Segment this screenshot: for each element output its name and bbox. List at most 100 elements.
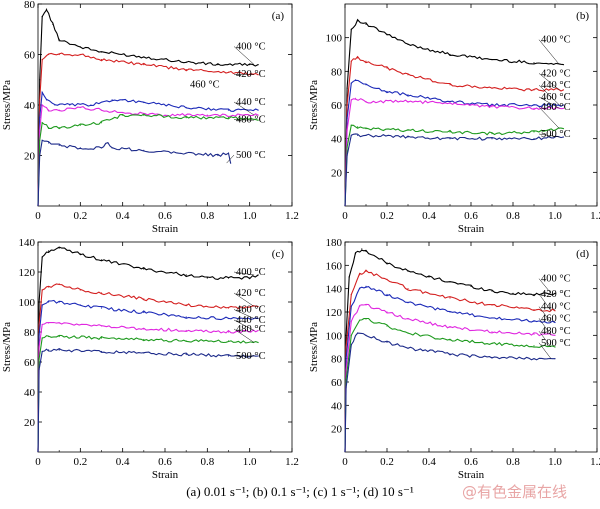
- data-point: [79, 46, 81, 48]
- data-point: [185, 106, 187, 109]
- series-line-480: [344, 317, 556, 453]
- data-point: [257, 119, 259, 121]
- y-tick-label: 180: [326, 237, 343, 249]
- data-point: [257, 317, 259, 320]
- data-point: [407, 129, 409, 131]
- y-tick-label: 100: [326, 330, 343, 342]
- data-point: [449, 339, 451, 341]
- x-tick-label: 0.2: [380, 210, 394, 222]
- data-point: [365, 304, 367, 306]
- data-point: [249, 64, 251, 66]
- x-tick-label: 0.2: [73, 456, 87, 468]
- data-point: [354, 79, 357, 81]
- x-tick-label: 0.6: [464, 456, 478, 468]
- data-point: [345, 379, 347, 381]
- data-point: [227, 152, 230, 154]
- data-point: [58, 349, 60, 351]
- x-tick-label: 1.0: [548, 456, 562, 468]
- data-point: [111, 147, 113, 149]
- data-point: [407, 302, 409, 304]
- label-leader: [538, 306, 552, 323]
- data-point: [38, 323, 40, 326]
- data-point: [257, 74, 259, 76]
- data-point: [143, 114, 145, 116]
- data-point: [346, 129, 348, 131]
- x-tick-label: 0.6: [464, 210, 478, 222]
- panel-label: (c): [272, 248, 285, 260]
- panel-c: 0 0.2 0.4 0.6 0.8 1.0 1.2 20 40 60 80 100 120 140 Stra…: [1, 237, 299, 480]
- data-point: [346, 117, 348, 120]
- data-point: [79, 147, 81, 149]
- data-point: [350, 124, 352, 126]
- watermark: @有色金属在线: [462, 483, 568, 501]
- data-point: [41, 256, 43, 258]
- data-point: [491, 356, 493, 359]
- series-label-420: 420 °C: [236, 69, 266, 80]
- data-point: [365, 250, 367, 252]
- data-point: [79, 106, 81, 109]
- x-tick-label: 1.2: [590, 456, 600, 468]
- y-tick-label: 160: [326, 260, 343, 272]
- data-point: [257, 341, 259, 344]
- x-tick-label: 1.0: [243, 456, 257, 468]
- data-point: [58, 301, 60, 303]
- data-point: [533, 320, 535, 322]
- data-point: [386, 341, 388, 343]
- data-point: [554, 310, 556, 312]
- label-leader: [538, 73, 560, 91]
- data-point: [58, 247, 60, 249]
- data-point: [39, 139, 41, 141]
- series-label-480: 480 °C: [541, 102, 571, 113]
- data-point: [449, 326, 451, 328]
- series-line-420: [37, 283, 259, 453]
- data-point: [45, 99, 48, 101]
- data-point: [348, 276, 350, 278]
- data-point: [345, 334, 347, 336]
- data-point: [533, 345, 535, 347]
- data-point: [554, 334, 556, 336]
- series-line-400: [344, 249, 556, 453]
- y-tick-label: 140: [19, 237, 36, 249]
- data-point: [41, 104, 43, 106]
- y-tick-label: 80: [331, 66, 343, 78]
- series-line-420: [344, 269, 556, 453]
- y-tick-label: 140: [326, 284, 343, 296]
- data-point: [449, 101, 451, 103]
- data-point: [350, 82, 352, 84]
- data-point: [491, 342, 493, 345]
- data-point: [533, 358, 535, 360]
- label-leader: [538, 96, 560, 109]
- data-point: [79, 289, 81, 291]
- data-point: [143, 298, 145, 300]
- x-tick-label: 0.6: [158, 210, 172, 222]
- data-point: [562, 104, 565, 106]
- data-point: [185, 304, 187, 306]
- data-point: [143, 311, 145, 314]
- data-point: [48, 335, 50, 338]
- data-point: [48, 322, 50, 324]
- data-point: [386, 90, 388, 93]
- x-tick-label: 0.8: [200, 456, 214, 468]
- data-point: [58, 322, 60, 324]
- data-point: [257, 109, 259, 111]
- data-point: [533, 62, 535, 64]
- data-point: [533, 107, 535, 109]
- data-point: [350, 320, 352, 322]
- panel-d: 0 0.2 0.4 0.6 0.8 1.0 1.2 20 40 60 80 100 120 140 160 1…: [308, 237, 600, 480]
- data-point: [39, 154, 41, 157]
- data-point: [185, 61, 187, 63]
- x-tick-label: 0.2: [380, 456, 394, 468]
- data-point: [491, 317, 493, 319]
- data-point: [407, 318, 409, 320]
- data-point: [257, 329, 259, 332]
- y-tick-label: 20: [24, 151, 36, 163]
- x-axis-label: Strain: [458, 469, 485, 480]
- data-point: [38, 368, 40, 371]
- data-point: [365, 334, 367, 336]
- y-tick-label: 60: [331, 100, 343, 112]
- data-point: [185, 117, 187, 119]
- data-point: [359, 274, 361, 276]
- y-tick-label: 40: [24, 100, 36, 112]
- data-point: [48, 286, 50, 288]
- series-line-500: [344, 133, 564, 207]
